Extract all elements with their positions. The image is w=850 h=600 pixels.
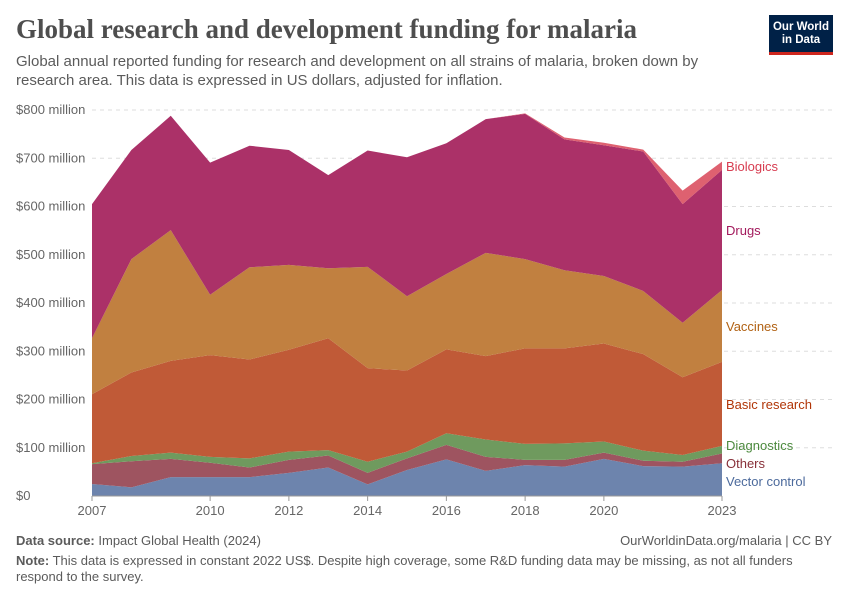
legend-label: Basic research [726, 397, 812, 412]
note: Note: This data is expressed in constant… [16, 553, 836, 585]
y-tick-label: $200 million [16, 392, 85, 407]
note-text: This data is expressed in constant 2022 … [16, 553, 793, 584]
y-tick-label: $400 million [16, 295, 85, 310]
source-url[interactable]: OurWorldinData.org/malaria | CC BY [620, 533, 832, 548]
note-label: Note: [16, 553, 50, 568]
area-vector-control [92, 458, 722, 496]
y-tick-label: $700 million [16, 150, 85, 165]
y-tick-label: $600 million [16, 199, 85, 214]
x-tick-label: 2010 [196, 503, 225, 518]
chart-subtitle: Global annual reported funding for resea… [16, 53, 699, 89]
y-tick-label: $800 million [16, 102, 85, 117]
area-basic-research [92, 338, 722, 464]
y-tick-label: $100 million [16, 440, 85, 455]
legend-label: Diagnostics [726, 438, 794, 453]
source-label: Data source: [16, 533, 95, 548]
legend-label: Others [726, 456, 766, 471]
chart-title: Global research and development funding … [16, 14, 638, 44]
y-tick-label: $0 [16, 488, 30, 503]
owid-logo[interactable]: Our World in Data [769, 15, 833, 55]
area-others [92, 444, 722, 488]
x-tick-label: 2012 [274, 503, 303, 518]
legend-label: Biologics [726, 159, 779, 174]
area-diagnostics [92, 433, 722, 473]
y-tick-label: $300 million [16, 343, 85, 358]
x-tick-label: 2023 [708, 503, 737, 518]
legend-label: Drugs [726, 223, 761, 238]
x-tick-label: 2020 [589, 503, 618, 518]
source-text[interactable]: Impact Global Health (2024) [98, 533, 261, 548]
area-vaccines [92, 230, 722, 395]
legend-label: Vaccines [726, 319, 778, 334]
x-tick-label: 2007 [78, 503, 107, 518]
x-tick-label: 2014 [353, 503, 382, 518]
data-source: Data source: Impact Global Health (2024) [16, 533, 261, 548]
area-drugs [92, 113, 722, 339]
y-tick-label: $500 million [16, 247, 85, 262]
legend-label: Vector control [726, 474, 806, 489]
x-tick-label: 2016 [432, 503, 461, 518]
x-tick-label: 2018 [511, 503, 540, 518]
